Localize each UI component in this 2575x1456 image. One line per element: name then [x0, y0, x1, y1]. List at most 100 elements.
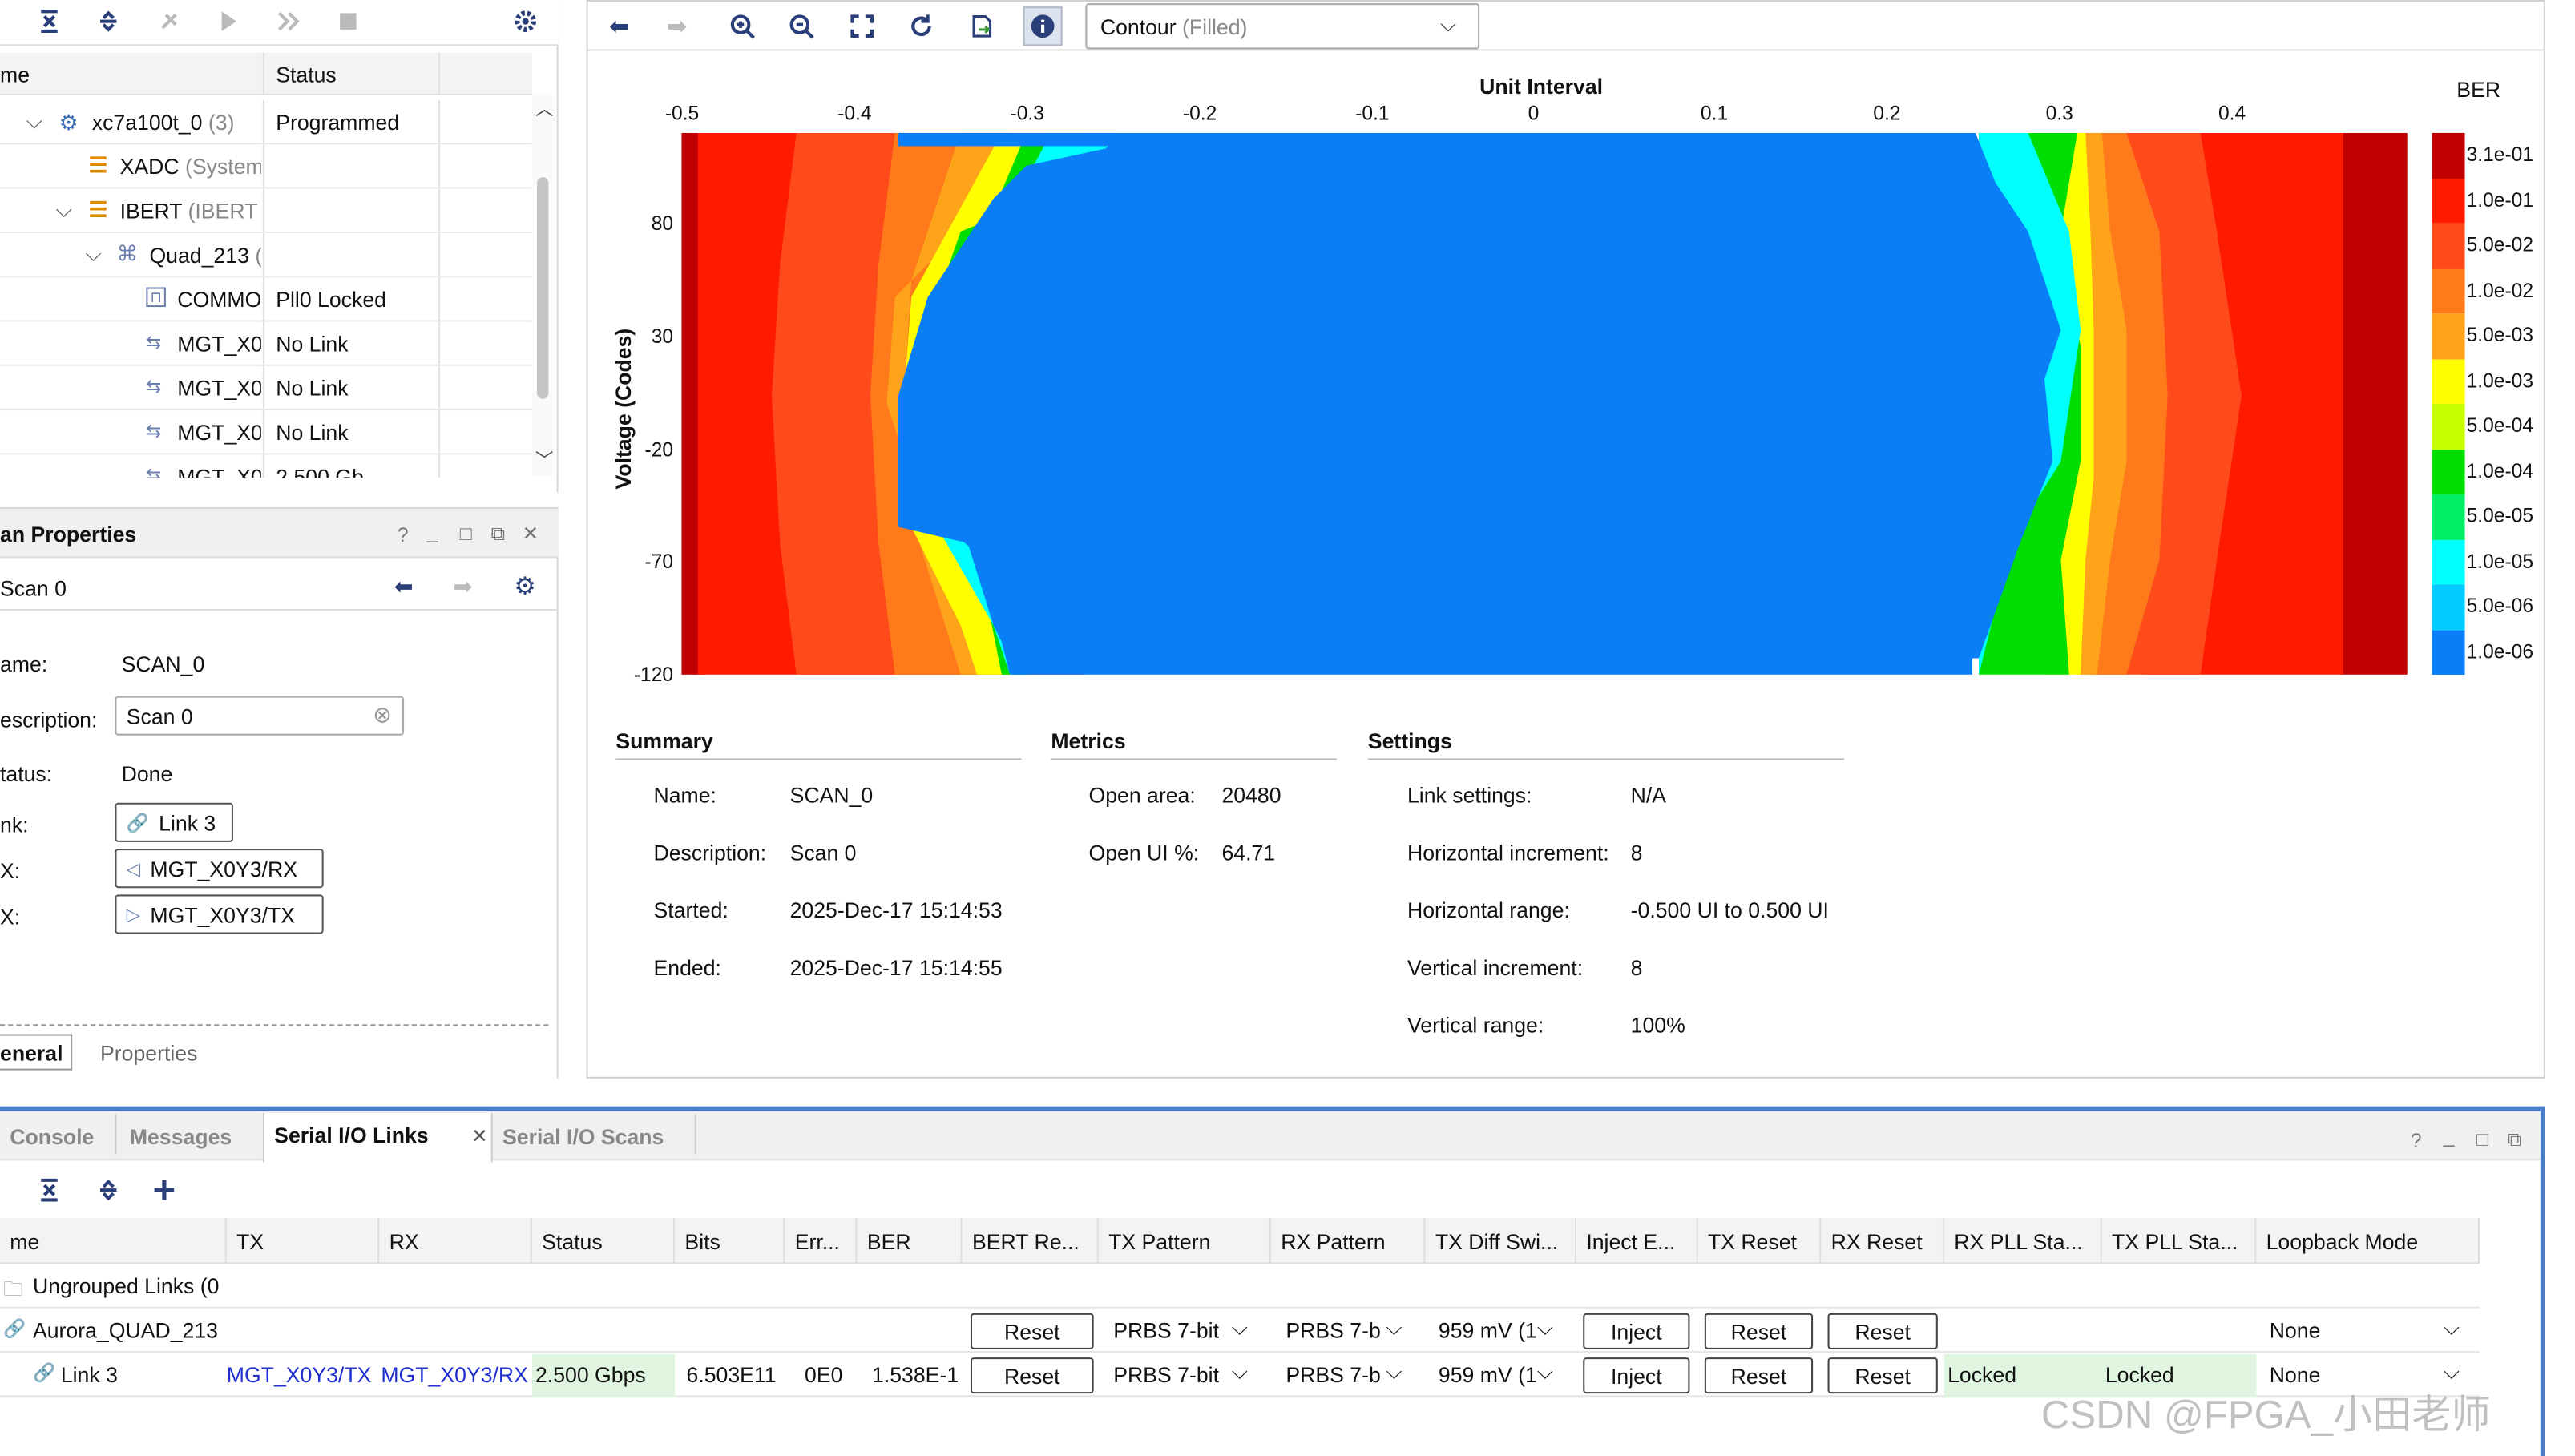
tree-row-ibert[interactable]: ⌵ ☰ IBERT (IBERT [0, 189, 532, 233]
close-icon[interactable]: ✕ [522, 522, 539, 546]
scrollbar-thumb[interactable] [537, 177, 549, 399]
zoom-out-icon[interactable] [783, 8, 819, 44]
fit-icon[interactable] [844, 8, 880, 44]
link-value[interactable]: Link 3 [159, 809, 216, 835]
settings-icon[interactable] [507, 3, 543, 39]
col-rx[interactable]: RX [379, 1217, 532, 1264]
table-row-group[interactable]: 🗀 Ungrouped Links (0 [0, 1264, 2480, 1309]
col-bert-reset[interactable]: BERT Re... [962, 1217, 1099, 1264]
scroll-down-icon[interactable]: ﹀ [535, 451, 554, 471]
tab-general[interactable]: eneral [0, 1034, 73, 1071]
minimize-icon[interactable]: _ [2443, 1124, 2455, 1147]
chevron-down-icon[interactable]: ⌵ [26, 108, 42, 133]
auto-connect-icon[interactable] [151, 3, 188, 39]
tree-col-status[interactable]: Status [276, 62, 337, 87]
add-link-icon[interactable] [146, 1172, 182, 1208]
col-tx-reset[interactable]: TX Reset [1697, 1217, 1822, 1264]
link-box[interactable]: 🔗 Link 3 [115, 802, 233, 842]
aurora-rx-pattern-select[interactable]: PRBS 7-b ⌵ [1285, 1318, 1414, 1343]
link-tx-pattern-select[interactable]: PRBS 7-bit ⌵ [1113, 1362, 1261, 1387]
close-tab-icon[interactable]: ✕ [471, 1124, 488, 1147]
run-all-icon[interactable] [271, 3, 307, 39]
stop-icon[interactable] [330, 3, 366, 39]
help-icon[interactable]: ? [2410, 1129, 2422, 1153]
link-tx[interactable]: MGT_X0Y3/TX [226, 1362, 372, 1387]
tx-box[interactable]: ▷ MGT_X0Y3/TX [115, 894, 324, 934]
chevron-down-icon[interactable]: ⌵ [2443, 1362, 2460, 1384]
col-status[interactable]: Status [531, 1217, 676, 1264]
run-icon[interactable] [210, 3, 246, 39]
col-ber[interactable]: BER [857, 1217, 963, 1264]
link-rx-pattern-select[interactable]: PRBS 7-b ⌵ [1285, 1362, 1414, 1387]
tx-value[interactable]: MGT_X0Y3/TX [150, 901, 296, 927]
aurora-tx-reset-button[interactable]: Reset [1704, 1313, 1814, 1349]
clear-icon[interactable]: ⊗ [373, 700, 393, 728]
col-name[interactable]: me [0, 1217, 227, 1264]
collapse-all-icon[interactable] [31, 1172, 67, 1208]
expand-all-icon[interactable] [91, 1172, 127, 1208]
link-loopback-select[interactable]: None ⌵ [2270, 1362, 2467, 1387]
minimize-icon[interactable]: _ [426, 520, 438, 544]
tree-row-mgt[interactable]: ⇆ MGT_X0 No Link [0, 410, 532, 455]
col-rx-pattern[interactable]: RX Pattern [1270, 1217, 1426, 1264]
aurora-tx-pattern-select[interactable]: PRBS 7-bit ⌵ [1113, 1318, 1261, 1343]
tab-properties[interactable]: Properties [99, 1040, 198, 1066]
maximize-icon[interactable]: □ [2476, 1127, 2488, 1151]
tab-serial-io-scans[interactable]: Serial I/O Scans [502, 1124, 664, 1149]
tab-console[interactable]: Console [10, 1124, 95, 1149]
back-icon[interactable]: ⬅ [394, 572, 414, 599]
col-rx-reset[interactable]: RX Reset [1821, 1217, 1945, 1264]
col-bits[interactable]: Bits [675, 1217, 785, 1264]
tree-col-name[interactable]: me [0, 62, 30, 87]
forward-icon[interactable]: ➡ [666, 13, 688, 42]
col-errors[interactable]: Err... [785, 1217, 858, 1264]
help-icon[interactable]: ? [397, 523, 409, 547]
description-field[interactable]: Scan 0 ⊗ [115, 696, 405, 736]
chevron-down-icon[interactable]: ⌵ [1386, 1317, 1403, 1340]
aurora-inject-button[interactable]: Inject [1583, 1313, 1690, 1349]
aurora-bert-reset-button[interactable]: Reset [970, 1313, 1094, 1349]
rx-value[interactable]: MGT_X0Y3/RX [150, 856, 297, 881]
eye-heatmap[interactable] [681, 132, 2408, 675]
zoom-in-icon[interactable] [724, 8, 761, 44]
scroll-up-icon[interactable]: ︿ [535, 99, 554, 120]
forward-icon[interactable]: ➡ [453, 572, 473, 599]
link-tx-diff-select[interactable]: 959 mV (1 ⌵ [1439, 1362, 1573, 1387]
tree-row-device[interactable]: ⌵ ⚙ xc7a100t_0 (3) Programmed [0, 100, 532, 145]
back-icon[interactable]: ⬅ [609, 13, 630, 42]
tree-row-mgt[interactable]: ⇆ MGT_X0 No Link [0, 366, 532, 411]
maximize-icon[interactable]: □ [459, 522, 472, 546]
chevron-down-icon[interactable]: ⌵ [85, 241, 102, 266]
float-icon[interactable]: ⧉ [490, 522, 506, 546]
chevron-down-icon[interactable]: ⌵ [2443, 1317, 2460, 1340]
tree-row-xadc[interactable]: ☰ XADC (System [0, 144, 532, 189]
col-tx-pll-status[interactable]: TX PLL Sta... [2101, 1217, 2257, 1264]
settings-icon[interactable]: ⚙ [514, 572, 536, 601]
tree-row-common[interactable]: ⊓ COMMO Pll0 Locked [0, 277, 532, 322]
chevron-down-icon[interactable]: ⌵ [1386, 1362, 1403, 1384]
rx-box[interactable]: ◁ MGT_X0Y3/RX [115, 849, 324, 889]
description-value[interactable]: Scan 0 [126, 703, 193, 728]
col-inject-error[interactable]: Inject E... [1576, 1217, 1698, 1264]
table-row-aurora[interactable]: 🔗 Aurora_QUAD_213 [0, 1309, 2480, 1353]
link-inject-button[interactable]: Inject [1583, 1357, 1690, 1394]
chevron-down-icon[interactable]: ⌵ [55, 196, 72, 222]
aurora-tx-diff-select[interactable]: 959 mV (1 ⌵ [1439, 1318, 1573, 1343]
col-rx-pll-status[interactable]: RX PLL Sta... [1944, 1217, 2102, 1264]
aurora-rx-reset-button[interactable]: Reset [1827, 1313, 1938, 1349]
chevron-down-icon[interactable]: ⌵ [1536, 1317, 1554, 1340]
chevron-down-icon[interactable]: ⌵ [1439, 11, 1457, 37]
link-bert-reset-button[interactable]: Reset [970, 1357, 1094, 1394]
chevron-down-icon[interactable]: ⌵ [1231, 1317, 1248, 1340]
plot-type-select[interactable]: Contour (Filled) ⌵ [1085, 3, 1480, 50]
tree-row-mgt[interactable]: ⇆ MGT_X0 No Link [0, 322, 532, 366]
col-loopback-mode[interactable]: Loopback Mode [2256, 1217, 2480, 1264]
chevron-down-icon[interactable]: ⌵ [1231, 1362, 1248, 1384]
col-tx[interactable]: TX [226, 1217, 380, 1264]
float-icon[interactable]: ⧉ [2507, 1127, 2522, 1151]
tree-scrollbar[interactable]: ︿ ﹀ [531, 95, 555, 477]
link-rx-reset-button[interactable]: Reset [1827, 1357, 1938, 1394]
tree-row-quad[interactable]: ⌵ ⌘ Quad_213 ( [0, 233, 532, 278]
chevron-down-icon[interactable]: ⌵ [1536, 1362, 1554, 1384]
link-tx-reset-button[interactable]: Reset [1704, 1357, 1814, 1394]
